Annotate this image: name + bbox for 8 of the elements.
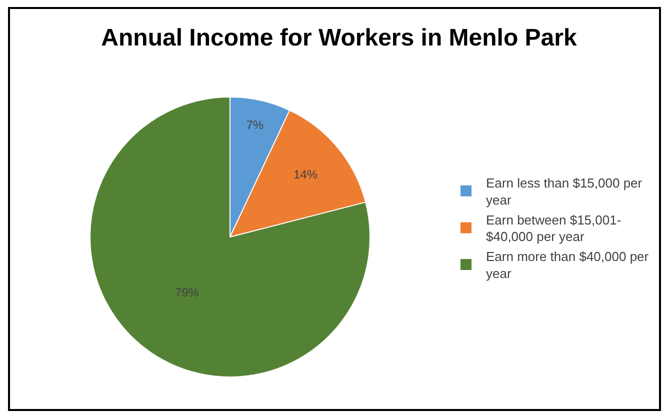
legend-label: Earn between $15,001-$40,000 per year bbox=[486, 212, 622, 244]
legend-label: Earn less than $15,000 per year bbox=[486, 176, 643, 208]
data-label: 79% bbox=[174, 285, 200, 300]
legend-label: Earn more than $40,000 per year bbox=[486, 249, 650, 282]
chart-title: Annual Income for Workers in Menlo Park bbox=[101, 24, 578, 52]
data-label: 14% bbox=[293, 167, 318, 182]
data-label: 7% bbox=[246, 118, 264, 132]
pie-slice bbox=[90, 96, 370, 378]
